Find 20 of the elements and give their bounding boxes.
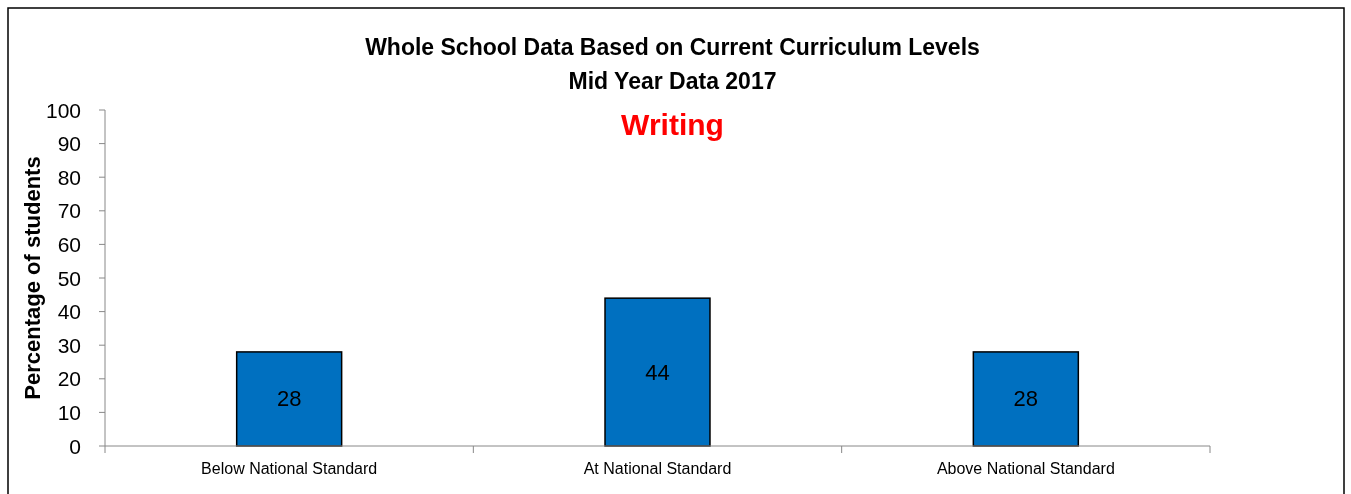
- chart-title: Whole School Data Based on Current Curriculum Levels Mid Year Data 2017: [365, 34, 980, 94]
- y-tick-label: 0: [69, 434, 81, 458]
- y-tick-label: 30: [57, 333, 81, 357]
- data-label: 28: [276, 386, 302, 412]
- x-tick-label: Above National Standard: [936, 460, 1115, 477]
- x-tick-label: At National Standard: [583, 460, 732, 477]
- y-tick-label: 80: [57, 165, 81, 189]
- y-tick-label: 60: [57, 232, 81, 256]
- y-tick-label: 100: [45, 98, 81, 122]
- chart-subtitle: Writing: [621, 108, 724, 141]
- y-tick-label: 70: [57, 199, 81, 223]
- y-tick-label: 40: [57, 300, 81, 324]
- y-tick-label: 50: [57, 266, 81, 290]
- x-tick-label: Below National Standard: [201, 460, 378, 477]
- data-label: 28: [1013, 386, 1039, 412]
- data-label: 44: [645, 359, 670, 385]
- y-axis-title: Percentage of students: [20, 156, 45, 400]
- y-tick-label: 10: [57, 400, 81, 424]
- y-tick-label: 20: [57, 367, 81, 391]
- y-tick-label: 90: [57, 132, 81, 156]
